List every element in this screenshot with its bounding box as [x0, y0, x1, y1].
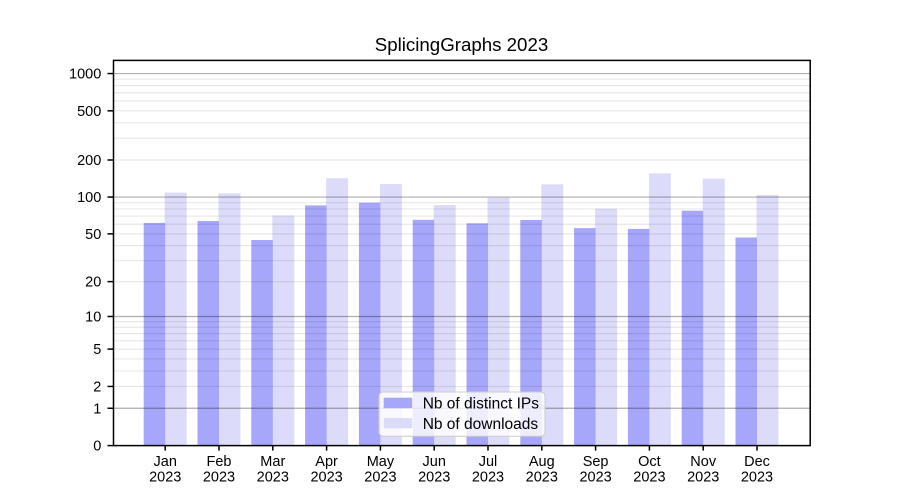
svg-text:2023: 2023: [741, 470, 773, 486]
svg-text:100: 100: [77, 190, 101, 206]
svg-text:Mar: Mar: [260, 454, 285, 470]
svg-text:Jun: Jun: [423, 454, 446, 470]
svg-text:2023: 2023: [149, 470, 181, 486]
svg-text:2023: 2023: [579, 470, 611, 486]
svg-text:Dec: Dec: [744, 454, 770, 470]
svg-text:2023: 2023: [203, 470, 235, 486]
svg-text:0: 0: [93, 439, 101, 455]
svg-text:2023: 2023: [418, 470, 450, 486]
svg-text:Nb of downloads: Nb of downloads: [423, 416, 539, 433]
svg-text:500: 500: [77, 104, 101, 120]
svg-text:Feb: Feb: [207, 454, 232, 470]
svg-text:2023: 2023: [472, 470, 504, 486]
svg-text:1: 1: [93, 401, 101, 417]
svg-text:Aug: Aug: [529, 454, 555, 470]
svg-text:2023: 2023: [364, 470, 396, 486]
svg-text:2023: 2023: [310, 470, 342, 486]
svg-text:50: 50: [85, 227, 101, 243]
svg-text:2: 2: [93, 379, 101, 395]
svg-text:Jul: Jul: [479, 454, 498, 470]
svg-text:1000: 1000: [69, 67, 101, 83]
svg-text:20: 20: [85, 275, 101, 291]
svg-text:Nb of distinct IPs: Nb of distinct IPs: [423, 395, 540, 412]
svg-text:2023: 2023: [257, 470, 289, 486]
svg-text:SplicingGraphs 2023: SplicingGraphs 2023: [375, 34, 549, 55]
svg-text:10: 10: [85, 309, 101, 325]
svg-text:Apr: Apr: [315, 454, 338, 470]
svg-text:5: 5: [93, 342, 101, 358]
svg-text:200: 200: [77, 153, 101, 169]
svg-text:2023: 2023: [633, 470, 665, 486]
svg-text:Oct: Oct: [638, 454, 661, 470]
svg-text:Sep: Sep: [583, 454, 609, 470]
svg-text:2023: 2023: [526, 470, 558, 486]
svg-text:Nov: Nov: [690, 454, 717, 470]
svg-text:May: May: [367, 454, 395, 470]
svg-text:2023: 2023: [687, 470, 719, 486]
svg-text:Jan: Jan: [154, 454, 177, 470]
